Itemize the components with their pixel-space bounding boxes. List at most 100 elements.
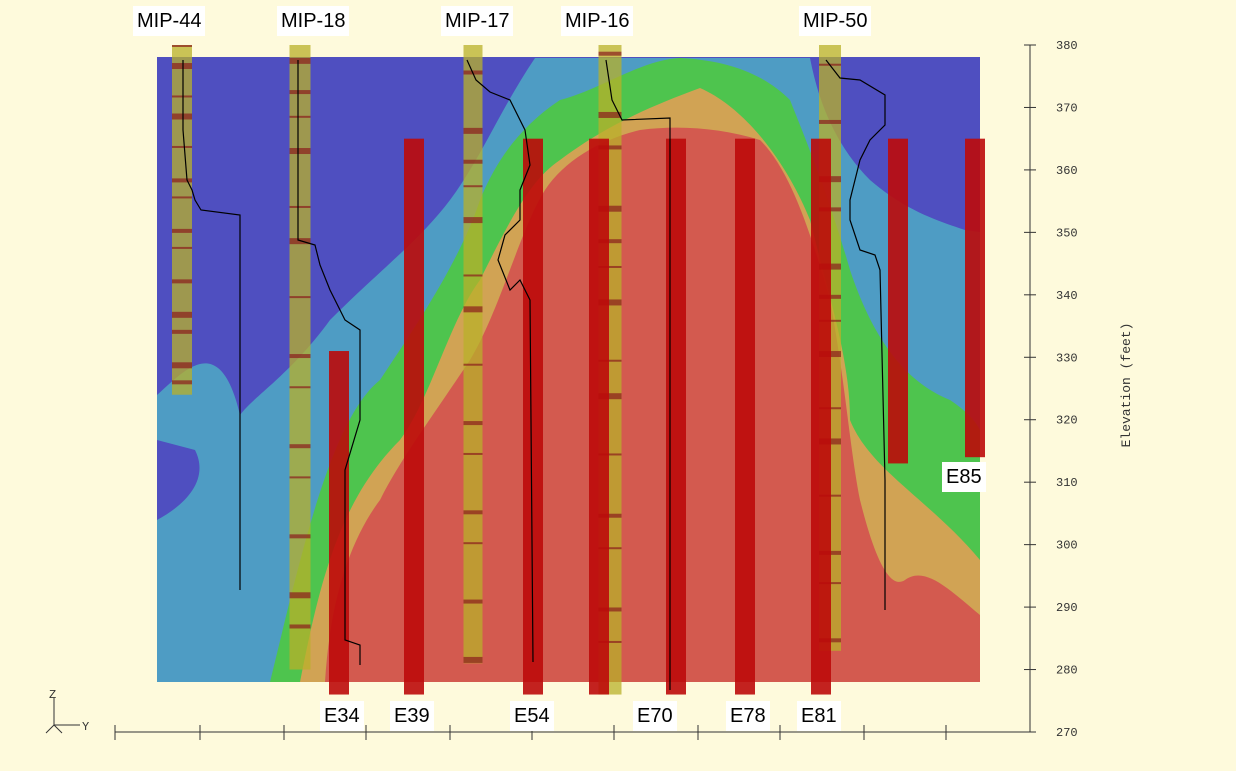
electrode-label: E78 bbox=[726, 701, 770, 731]
mip-log-band bbox=[172, 196, 192, 199]
y-tick-label: 270 bbox=[1056, 726, 1078, 740]
bottom-axis bbox=[114, 725, 1030, 740]
mip-log-band bbox=[289, 534, 311, 539]
mip-log-band bbox=[463, 159, 483, 164]
zone-layers bbox=[157, 57, 980, 682]
mip-log-band bbox=[463, 421, 483, 426]
mip-label: MIP-18 bbox=[277, 6, 350, 36]
y-tick-label: 350 bbox=[1056, 226, 1078, 240]
y-axis-title: Elevation (feet) bbox=[1119, 323, 1134, 448]
mip-log-band bbox=[289, 90, 311, 95]
electrode-column bbox=[811, 138, 831, 695]
electrode-label: E34 bbox=[320, 701, 364, 731]
mip-log-band bbox=[598, 205, 622, 212]
y-tick-label: 360 bbox=[1056, 164, 1078, 178]
mip-log-band bbox=[289, 354, 311, 359]
mip-log-band bbox=[463, 274, 483, 277]
mip-16-trace bbox=[605, 59, 671, 690]
electrode-columns bbox=[329, 138, 985, 695]
mip-log-band bbox=[289, 592, 311, 599]
mip-log-band bbox=[598, 265, 622, 268]
mip-log-band bbox=[289, 476, 311, 479]
mip-log-band bbox=[598, 239, 622, 244]
electrode-column bbox=[666, 138, 686, 695]
mip-log-band bbox=[598, 299, 622, 306]
mip-log-band bbox=[172, 311, 192, 318]
y-tick-label: 300 bbox=[1056, 539, 1078, 553]
y-tick-label: 320 bbox=[1056, 414, 1078, 428]
y-tick-label: 280 bbox=[1056, 664, 1078, 678]
elevation-axis: 380 370 360 350 340 330 320 310 300 290 280 270 bbox=[1024, 39, 1078, 740]
triad-y-label: Y bbox=[82, 720, 89, 734]
y-tick-label: 310 bbox=[1056, 476, 1078, 490]
mip-log-band bbox=[172, 228, 192, 233]
mip-log-band bbox=[172, 380, 192, 385]
mip-log-band bbox=[172, 329, 192, 334]
mip-log-band bbox=[598, 607, 622, 612]
mip-log-band bbox=[598, 359, 622, 362]
electrode-label: E81 bbox=[797, 701, 841, 731]
mip-log-band bbox=[463, 363, 483, 366]
y-tick-label: 290 bbox=[1056, 601, 1078, 615]
mip-traces bbox=[182, 59, 886, 690]
mip-log-band bbox=[172, 178, 192, 183]
electrode-label: E39 bbox=[390, 701, 434, 731]
mip-log-band bbox=[463, 542, 483, 545]
mip-log-band bbox=[463, 306, 483, 313]
mip-log-band bbox=[463, 452, 483, 455]
mip-log-band bbox=[289, 444, 311, 449]
electrode-label: E70 bbox=[633, 701, 677, 731]
electrode-column bbox=[404, 138, 424, 695]
mip-log-band bbox=[598, 51, 622, 56]
mip-log-band bbox=[172, 145, 192, 148]
electrode-label: E85 bbox=[942, 462, 986, 492]
mip-18-trace bbox=[297, 60, 361, 665]
mip-44-trace bbox=[182, 60, 241, 590]
mip-log-band bbox=[598, 393, 622, 400]
y-tick-label: 380 bbox=[1056, 39, 1078, 53]
mip-log-band bbox=[289, 296, 311, 299]
mip-log-band bbox=[598, 111, 622, 118]
electrode-column bbox=[329, 351, 349, 695]
mip-log-band bbox=[819, 119, 841, 124]
mip-log-band bbox=[172, 45, 192, 47]
mip-label: MIP-44 bbox=[133, 6, 206, 36]
mip-log-column bbox=[463, 45, 483, 664]
electrode-column bbox=[735, 138, 755, 695]
mip-log-band bbox=[289, 57, 311, 64]
mip-label: MIP-16 bbox=[561, 6, 634, 36]
axis-triad bbox=[45, 698, 80, 734]
electrode-column-unlabeled bbox=[589, 138, 609, 695]
mip-log-band bbox=[463, 510, 483, 515]
y-tick-label: 330 bbox=[1056, 351, 1078, 365]
y-tick-label: 370 bbox=[1056, 101, 1078, 115]
mip-log-band bbox=[598, 640, 622, 643]
mip-17-trace bbox=[466, 59, 534, 663]
mip-log-band bbox=[289, 205, 311, 208]
mip-log-band bbox=[172, 113, 192, 120]
mip-label: MIP-50 bbox=[799, 6, 872, 36]
mip-log-band bbox=[463, 185, 483, 188]
y-tick-label: 340 bbox=[1056, 289, 1078, 303]
mip-log-band bbox=[289, 624, 311, 629]
mip-log-band bbox=[463, 656, 483, 663]
mip-log-band bbox=[172, 63, 192, 70]
mip-log-band bbox=[463, 217, 483, 224]
mip-log-band bbox=[463, 599, 483, 604]
triad-z-label: Z bbox=[49, 688, 56, 702]
electrode-column-unlabeled bbox=[888, 138, 908, 464]
mip-log-band bbox=[289, 148, 311, 155]
mip-log-band bbox=[598, 547, 622, 550]
mip-log-band bbox=[172, 246, 192, 249]
mip-log-band bbox=[289, 386, 311, 389]
mip-log-band bbox=[598, 145, 622, 150]
mip-log-column bbox=[172, 45, 192, 395]
triad-diagonal-line bbox=[53, 724, 63, 734]
mip-log-band bbox=[172, 95, 192, 98]
mip-log-band bbox=[598, 453, 622, 456]
mip-log-band bbox=[598, 513, 622, 518]
mip-log-band bbox=[463, 127, 483, 134]
mip-label: MIP-17 bbox=[441, 6, 514, 36]
